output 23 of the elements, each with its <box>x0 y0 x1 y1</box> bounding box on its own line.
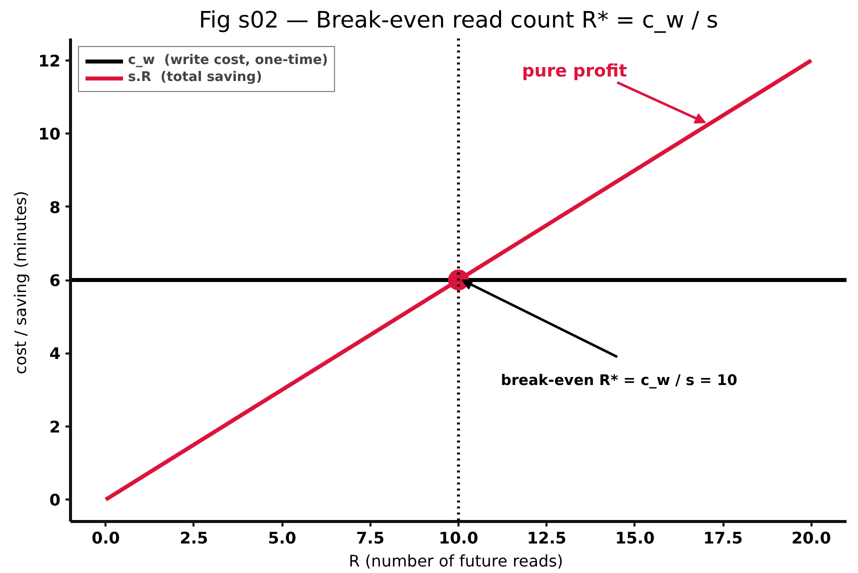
legend-label: c_w (write cost, one-time) <box>128 53 328 68</box>
x-tick-label: 17.5 <box>703 528 743 548</box>
y-axis-title: cost / saving (minutes) <box>11 190 30 374</box>
x-tick-label: 20.0 <box>791 528 831 548</box>
y-tick-label: 6 <box>49 271 61 290</box>
legend-label: s.R (total saving) <box>128 70 262 85</box>
x-tick-label: 0.0 <box>92 528 120 548</box>
chart-title: Fig s02 — Break-even read count R* = c_w / s <box>198 8 718 34</box>
x-tick-label: 2.5 <box>180 528 208 548</box>
x-tick-label: 12.5 <box>526 528 566 548</box>
annotation: pure profit <box>522 61 628 82</box>
y-tick-label: 4 <box>49 344 61 364</box>
x-tick-label: 10.0 <box>438 528 478 548</box>
y-tick-label: 2 <box>49 417 61 436</box>
x-tick-label: 7.5 <box>356 528 384 548</box>
y-tick-label: 10 <box>38 124 60 144</box>
y-tick-label: 12 <box>38 51 60 70</box>
x-axis-title: R (number of future reads) <box>348 552 564 570</box>
x-tick-label: 15.0 <box>615 528 655 548</box>
y-tick-label: 8 <box>49 198 61 217</box>
y-tick-label: 0 <box>49 490 61 510</box>
x-tick-label: 5.0 <box>268 528 296 548</box>
annotation: break-even R* = c_w / s = 10 <box>500 372 738 390</box>
